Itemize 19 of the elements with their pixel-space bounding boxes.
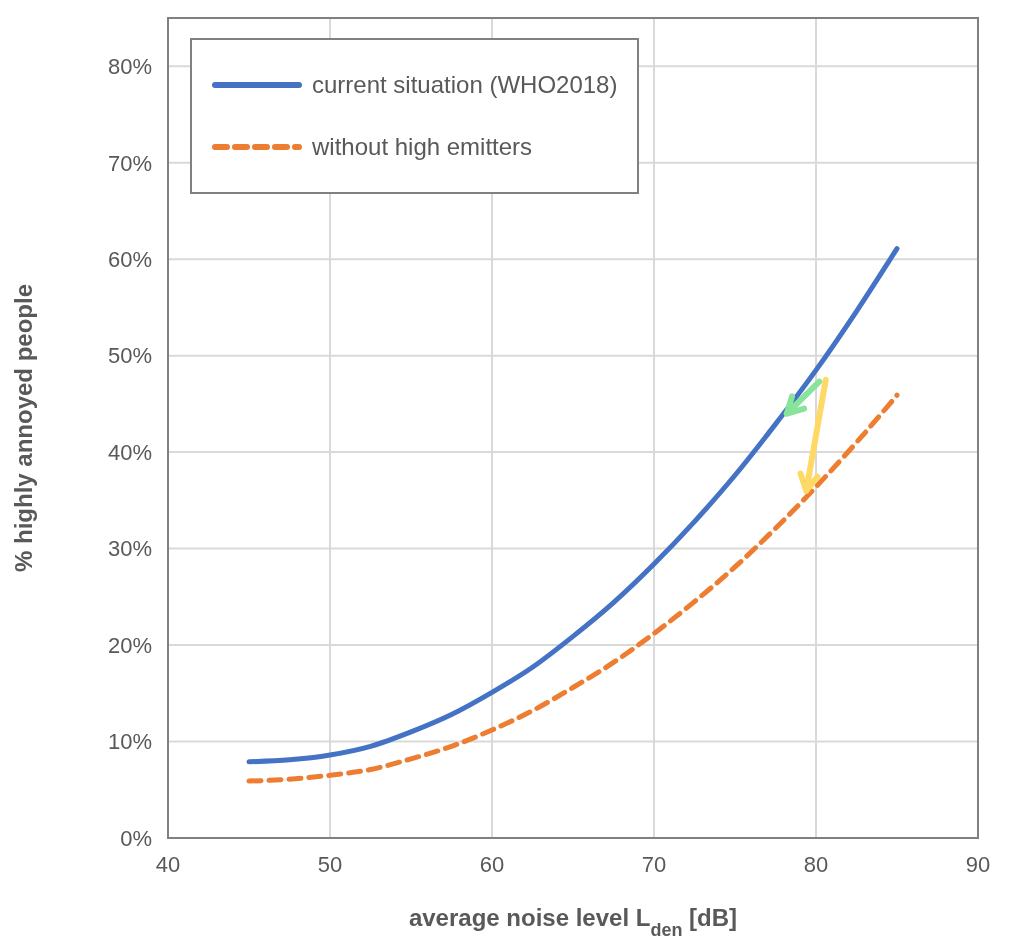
x-tick-label: 60 [479, 851, 505, 877]
legend-label: current situation (WHO2018) [312, 71, 618, 99]
y-tick-label: 0% [120, 825, 152, 851]
y-tick-label: 60% [107, 246, 152, 272]
legend-label: without high emitters [312, 133, 533, 161]
x-tick-label: 70 [641, 851, 667, 877]
y-tick-label: 80% [107, 54, 152, 80]
y-tick-label: 50% [107, 343, 152, 369]
x-tick-label: 90 [965, 851, 991, 877]
x-tick-label: 80 [803, 851, 829, 877]
y-tick-label: 70% [107, 150, 152, 176]
y-tick-label: 40% [107, 439, 152, 465]
y-tick-label: 20% [107, 632, 152, 658]
y-tick-label: 30% [107, 536, 152, 562]
x-tick-label: 50 [317, 851, 343, 877]
x-axis-title: average noise level L$_{den}$ [dB] [408, 904, 738, 940]
y-axis-title: % highly annoyed people [9, 283, 37, 573]
x-tick-label: 40 [155, 851, 181, 877]
y-tick-label: 10% [107, 729, 152, 755]
